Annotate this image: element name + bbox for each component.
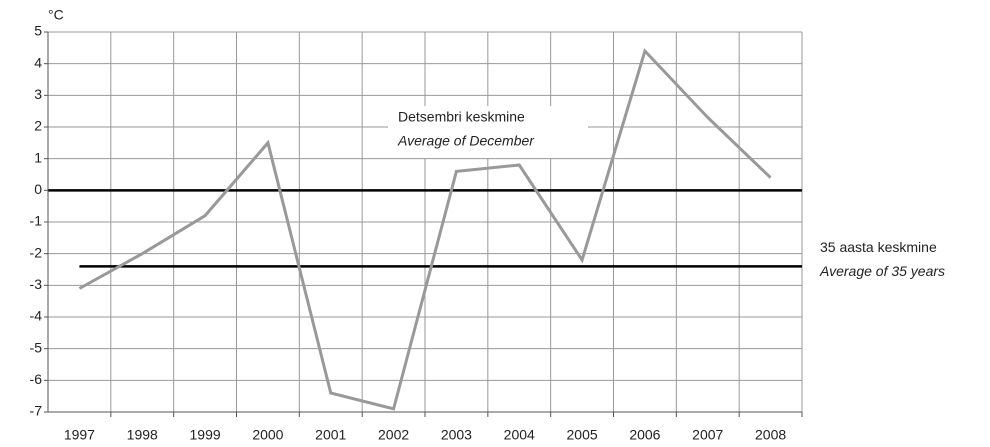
annotation: Detsembri keskmine bbox=[398, 109, 525, 125]
x-tick-label: 2004 bbox=[504, 427, 535, 443]
x-tick-label: 2005 bbox=[567, 427, 598, 443]
y-tick-label: 0 bbox=[34, 181, 42, 197]
y-tick-label: -6 bbox=[30, 371, 43, 387]
x-tick-label: 2000 bbox=[252, 427, 283, 443]
x-tick-label: 2008 bbox=[755, 427, 786, 443]
y-tick-label: -1 bbox=[30, 213, 43, 229]
y-unit: °C bbox=[48, 7, 64, 23]
y-tick-label: -3 bbox=[30, 276, 43, 292]
annotation: Average of December bbox=[397, 133, 535, 149]
x-tick-label: 1997 bbox=[64, 427, 95, 443]
y-tick-label: 3 bbox=[34, 86, 42, 102]
series-line bbox=[78, 48, 772, 411]
x-tick-label: 2001 bbox=[315, 427, 346, 443]
x-tick-label: 1998 bbox=[127, 427, 158, 443]
y-tick-label: -7 bbox=[30, 403, 43, 419]
annotation-box bbox=[388, 106, 588, 158]
y-tick-label: -5 bbox=[30, 339, 43, 355]
y-tick-label: 4 bbox=[34, 54, 42, 70]
x-tick-label: 1999 bbox=[190, 427, 221, 443]
y-tick-label: 1 bbox=[34, 149, 42, 165]
y-tick-label: 2 bbox=[34, 118, 42, 134]
x-tick-label: 2002 bbox=[378, 427, 409, 443]
x-tick-label: 2006 bbox=[629, 427, 660, 443]
x-tick-label: 2007 bbox=[692, 427, 723, 443]
reference-label: Average of 35 years bbox=[819, 263, 945, 279]
y-tick-label: 5 bbox=[34, 23, 42, 39]
y-tick-label: -4 bbox=[30, 308, 43, 324]
y-tick-label: -2 bbox=[30, 244, 43, 260]
x-tick-label: 2003 bbox=[441, 427, 472, 443]
reference-label: 35 aasta keskmine bbox=[820, 239, 937, 255]
